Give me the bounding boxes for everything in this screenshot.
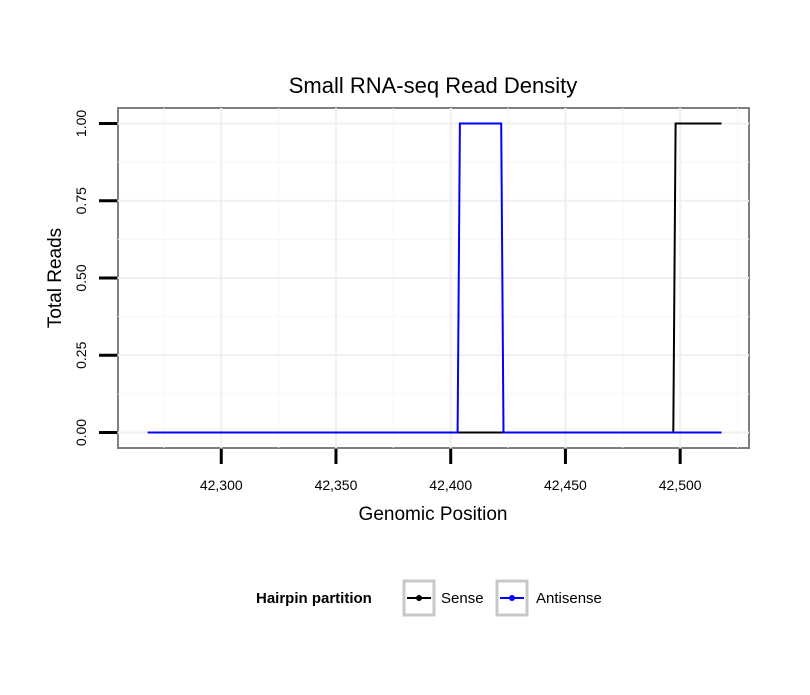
chart-title: Small RNA-seq Read Density bbox=[289, 73, 578, 98]
legend-point-antisense bbox=[509, 595, 515, 601]
x-tick-label: 42,400 bbox=[429, 477, 472, 493]
y-tick-label: 0.50 bbox=[73, 264, 89, 291]
legend-title: Hairpin partition bbox=[256, 590, 372, 607]
legend-label-sense: Sense bbox=[441, 590, 484, 607]
x-tick-label: 42,350 bbox=[315, 477, 358, 493]
x-axis-title: Genomic Position bbox=[359, 504, 508, 525]
series-layer bbox=[147, 122, 722, 434]
legend-item-sense: Sense bbox=[402, 579, 484, 617]
y-tick-label: 0.75 bbox=[73, 187, 89, 214]
legend-point-sense bbox=[416, 595, 422, 601]
x-axis: 42,300 42,350 42,400 42,450 42,500 bbox=[200, 449, 702, 493]
y-tick-label: 1.00 bbox=[73, 110, 89, 137]
x-tick-label: 42,500 bbox=[659, 477, 702, 493]
legend-item-antisense: Antisense bbox=[495, 579, 602, 617]
grid-minor bbox=[118, 108, 749, 448]
legend-label-antisense: Antisense bbox=[536, 590, 602, 607]
legend: Hairpin partition Sense Antisense bbox=[256, 579, 602, 617]
y-axis: 0.00 0.25 0.50 0.75 1.00 bbox=[73, 110, 117, 446]
x-tick-label: 42,450 bbox=[544, 477, 587, 493]
y-tick-label: 0.25 bbox=[73, 341, 89, 368]
y-axis-title: Total Reads bbox=[45, 228, 66, 328]
x-tick-label: 42,300 bbox=[200, 477, 243, 493]
series-line-antisense bbox=[147, 122, 722, 434]
y-tick-label: 0.00 bbox=[73, 419, 89, 446]
